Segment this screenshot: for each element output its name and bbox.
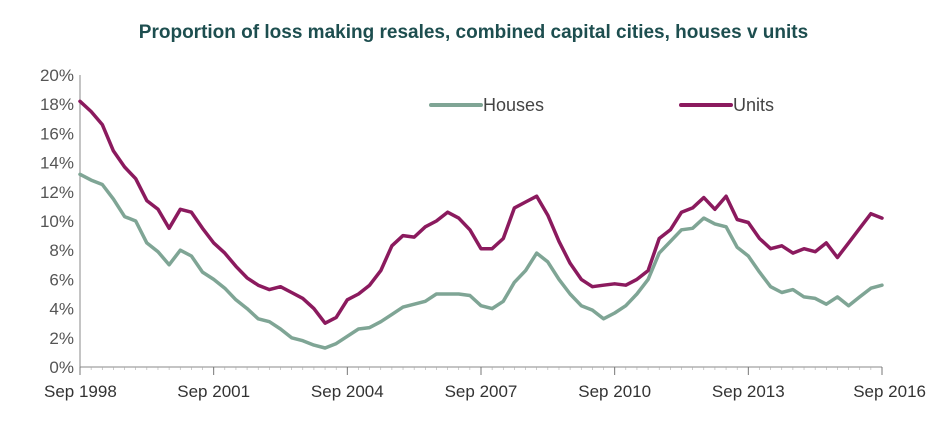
y-tick-label: 4% xyxy=(49,300,74,319)
chart-title: Proportion of loss making resales, combi… xyxy=(138,22,809,43)
x-tick-label: Sep 1998 xyxy=(44,382,117,401)
y-tick-label: 2% xyxy=(49,329,74,348)
y-tick-label: 10% xyxy=(40,212,74,231)
x-tick-label: Sep 2004 xyxy=(311,382,384,401)
y-tick-label: 18% xyxy=(40,95,74,114)
legend-label-houses: Houses xyxy=(483,95,544,115)
x-tick-label: Sep 2013 xyxy=(712,382,785,401)
series-line-units xyxy=(78,99,884,325)
y-tick-label: 12% xyxy=(40,183,74,202)
series-group xyxy=(78,99,884,350)
legend-label-units: Units xyxy=(733,95,774,115)
legend: Houses Units xyxy=(429,95,774,115)
y-tick-label: 14% xyxy=(40,154,74,173)
y-tick-label: 0% xyxy=(49,358,74,377)
y-tick-label: 8% xyxy=(49,241,74,260)
x-tick-label: Sep 2007 xyxy=(445,382,518,401)
y-tick-label: 6% xyxy=(49,270,74,289)
x-tick-label: Sep 2001 xyxy=(177,382,250,401)
y-tick-label: 16% xyxy=(40,124,74,143)
axes: 0% 2% 4% 6% 8% 10% 12% 14% 16% 18% 20% Sep 1998 Sep … xyxy=(40,66,926,401)
y-tick-label: 20% xyxy=(40,66,74,85)
x-tick-label: Sep 2010 xyxy=(578,382,651,401)
x-tick-label: Sep 2016 xyxy=(853,382,926,401)
series-line-houses xyxy=(78,172,884,350)
